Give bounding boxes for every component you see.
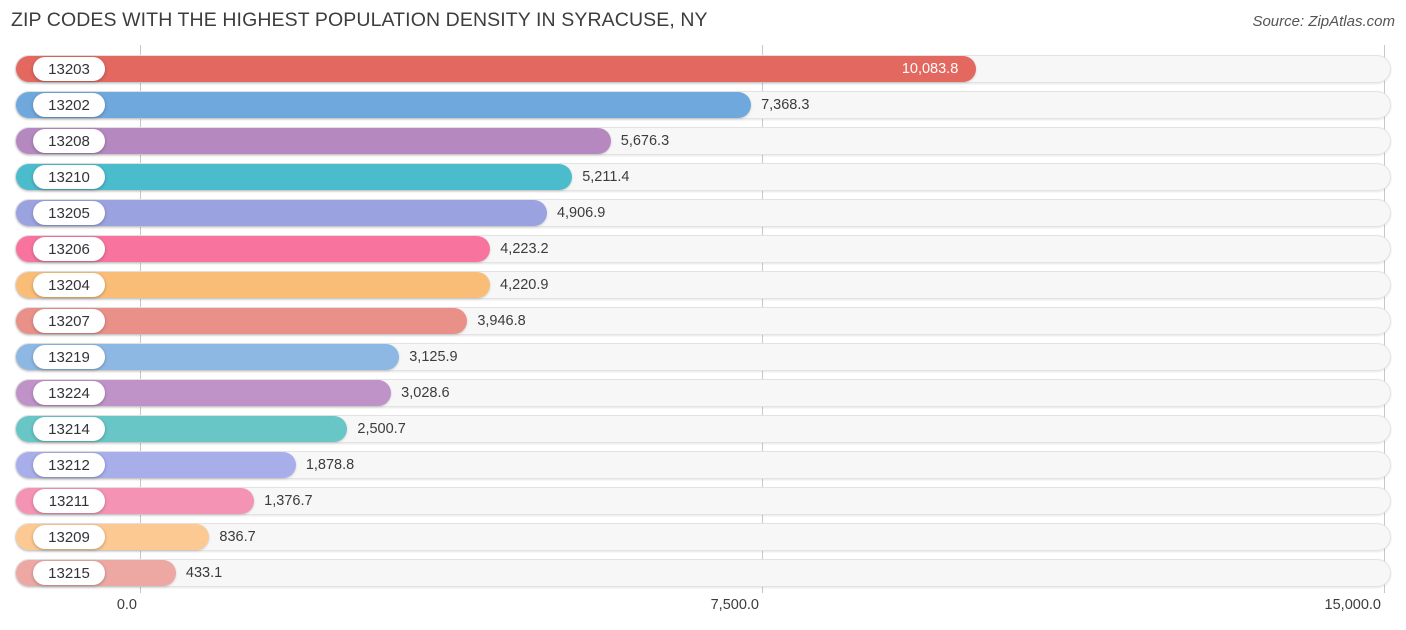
- chart-row: 13205 4,906.9: [0, 195, 1406, 231]
- value-label-13212: 1,878.8: [305, 457, 355, 473]
- category-label-13210: 13210: [33, 165, 105, 189]
- value-label-13215: 433.1: [185, 565, 223, 581]
- value-label-13209: 836.7: [219, 529, 256, 545]
- category-label-13211: 13211: [33, 489, 105, 513]
- chart-row: 13203 10,083.8: [0, 51, 1406, 87]
- value-label-13204: 4,220.9: [500, 277, 549, 293]
- value-label-13206: 4,223.2: [500, 241, 549, 257]
- value-label-13208: 5,676.3: [620, 133, 670, 149]
- chart-row: 13211 1,376.7: [0, 483, 1406, 519]
- value-label-13224: 3,028.6: [401, 385, 450, 401]
- value-label-13219: 3,125.9: [409, 349, 458, 365]
- page-title: ZIP CODES WITH THE HIGHEST POPULATION DE…: [11, 9, 708, 31]
- x-axis-tick-label: 15,000.0: [1324, 597, 1381, 613]
- category-label-13219: 13219: [33, 345, 105, 369]
- value-label-13211: 1,376.7: [264, 493, 313, 509]
- category-label-13205: 13205: [33, 201, 105, 225]
- value-label-13202: 7,368.3: [761, 97, 810, 113]
- category-label-13202: 13202: [33, 93, 105, 117]
- chart-row: 13224 3,028.6: [0, 375, 1406, 411]
- chart-row: 13215 433.1: [0, 555, 1406, 591]
- value-label-13210: 5,211.4: [582, 169, 630, 185]
- bar-track: [15, 559, 1391, 587]
- bar-track: [15, 523, 1391, 551]
- chart-row: 13207 3,946.8: [0, 303, 1406, 339]
- category-label-13204: 13204: [33, 273, 105, 297]
- bar-13210[interactable]: [16, 164, 573, 190]
- source-attribution: Source: ZipAtlas.com: [1252, 13, 1395, 30]
- category-label-13206: 13206: [33, 237, 105, 261]
- chart-row: 13210 5,211.4: [0, 159, 1406, 195]
- value-label-13207: 3,946.8: [477, 313, 526, 329]
- category-label-13214: 13214: [33, 417, 105, 441]
- chart-row: 13204 4,220.9: [0, 267, 1406, 303]
- category-label-13224: 13224: [33, 381, 105, 405]
- value-label-13203: 10,083.8: [901, 61, 959, 77]
- category-label-13203: 13203: [33, 57, 105, 81]
- chart-header: ZIP CODES WITH THE HIGHEST POPULATION DE…: [0, 0, 1406, 45]
- value-label-13214: 2,500.7: [357, 421, 406, 437]
- chart-row: 13214 2,500.7: [0, 411, 1406, 447]
- category-label-13208: 13208: [33, 129, 105, 153]
- bar-13202[interactable]: [16, 92, 752, 118]
- value-label-13205: 4,906.9: [556, 205, 606, 221]
- category-label-13212: 13212: [33, 453, 105, 477]
- chart-row: 13209 836.7: [0, 519, 1406, 555]
- bar-13208[interactable]: [16, 128, 611, 154]
- chart-row: 13206 4,223.2: [0, 231, 1406, 267]
- x-axis-tick-label: 0.0: [116, 597, 137, 613]
- chart-row: 13219 3,125.9: [0, 339, 1406, 375]
- chart-plot-area: 13203 10,083.8 13202 7,368.3 13208 5,676.3 132…: [0, 45, 1406, 593]
- category-label-13207: 13207: [33, 309, 105, 333]
- category-label-13215: 13215: [33, 561, 105, 585]
- x-axis: 0.0 7,500.0 15,000.0: [0, 593, 1406, 630]
- category-label-13209: 13209: [33, 525, 105, 549]
- x-axis-tick-label: 7,500.0: [710, 597, 759, 613]
- bar-13203[interactable]: [16, 56, 977, 82]
- chart-row: 13212 1,878.8: [0, 447, 1406, 483]
- chart-row: 13208 5,676.3: [0, 123, 1406, 159]
- chart-row: 13202 7,368.3: [0, 87, 1406, 123]
